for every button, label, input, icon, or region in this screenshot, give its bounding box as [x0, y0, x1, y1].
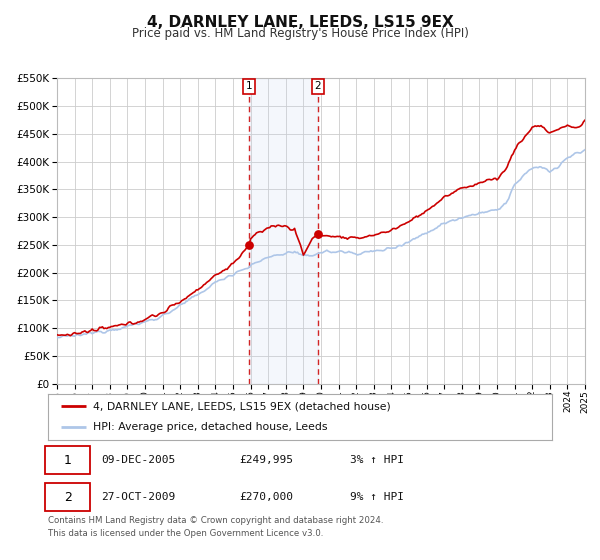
Text: This data is licensed under the Open Government Licence v3.0.: This data is licensed under the Open Gov…: [48, 529, 323, 538]
FancyBboxPatch shape: [46, 483, 90, 511]
Text: 4, DARNLEY LANE, LEEDS, LS15 9EX (detached house): 4, DARNLEY LANE, LEEDS, LS15 9EX (detach…: [94, 401, 391, 411]
Text: 2: 2: [314, 81, 321, 91]
Text: HPI: Average price, detached house, Leeds: HPI: Average price, detached house, Leed…: [94, 422, 328, 432]
Text: Price paid vs. HM Land Registry's House Price Index (HPI): Price paid vs. HM Land Registry's House …: [131, 27, 469, 40]
FancyBboxPatch shape: [46, 446, 90, 474]
Text: 3% ↑ HPI: 3% ↑ HPI: [350, 455, 404, 465]
Bar: [249, 78, 318, 384]
Point: [313, 229, 323, 238]
Text: £270,000: £270,000: [239, 492, 293, 502]
Text: 27-OCT-2009: 27-OCT-2009: [101, 492, 175, 502]
Text: 1: 1: [64, 454, 71, 467]
Text: 2: 2: [64, 491, 71, 504]
Text: Contains HM Land Registry data © Crown copyright and database right 2024.: Contains HM Land Registry data © Crown c…: [48, 516, 383, 525]
Text: £249,995: £249,995: [239, 455, 293, 465]
Text: 09-DEC-2005: 09-DEC-2005: [101, 455, 175, 465]
Text: 4, DARNLEY LANE, LEEDS, LS15 9EX: 4, DARNLEY LANE, LEEDS, LS15 9EX: [146, 15, 454, 30]
Text: 1: 1: [246, 81, 253, 91]
Point: [244, 240, 254, 249]
Text: 9% ↑ HPI: 9% ↑ HPI: [350, 492, 404, 502]
